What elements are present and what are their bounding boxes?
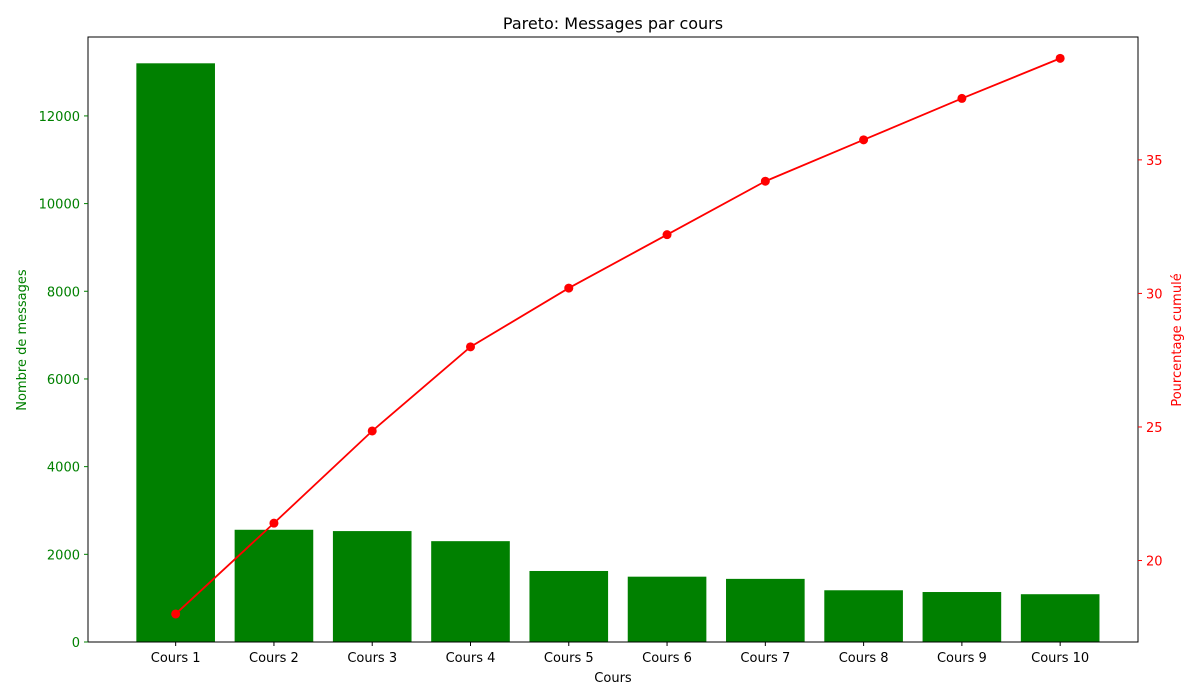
y-tick-label: 10000	[39, 198, 80, 213]
cumulative-point	[171, 609, 181, 619]
x-tick-label: Cours 3	[347, 651, 397, 666]
x-tick-label: Cours 5	[544, 651, 594, 666]
y-axis-title: Nombre de messages	[15, 269, 30, 411]
bar	[1020, 594, 1100, 642]
cumulative-point	[367, 426, 377, 436]
x-tick-label: Cours 10	[1031, 651, 1089, 666]
cumulative-point	[269, 518, 279, 528]
x-tick-label: Cours 6	[642, 651, 692, 666]
x-tick-label: Cours 9	[937, 651, 987, 666]
x-tick-label: Cours 8	[839, 651, 889, 666]
cumulative-line-layer	[171, 53, 1065, 619]
cumulative-point	[465, 342, 475, 352]
x-axis-title: Cours	[594, 671, 632, 686]
axes-layer: Cours 1 Cours 2 Cours 3 Cours 4 Cours 5 Cours…	[39, 36, 1163, 666]
cumulative-point	[859, 135, 869, 145]
x-tick-label: Cours 7	[740, 651, 790, 666]
y-tick-label: 6000	[47, 373, 80, 388]
y-tick-label: 2000	[47, 548, 80, 563]
cumulative-point	[1055, 53, 1065, 63]
chart-title: Pareto: Messages par cours	[503, 14, 723, 33]
cumulative-line	[175, 57, 1061, 615]
y2-tick-label: 20	[1146, 555, 1163, 570]
y2-tick-label: 35	[1146, 154, 1163, 169]
y-tick-label: 12000	[39, 110, 80, 125]
plot-frame	[87, 36, 1139, 643]
x-tick-label: Cours 1	[151, 651, 201, 666]
bar	[627, 576, 707, 642]
y-tick-label: 8000	[47, 285, 80, 300]
bar	[332, 531, 412, 642]
bar	[234, 529, 314, 642]
bar	[922, 592, 1002, 642]
y-tick-label: 4000	[47, 461, 80, 476]
bar	[136, 63, 215, 643]
cumulative-point	[760, 176, 770, 186]
bar	[431, 541, 510, 642]
cumulative-point	[564, 283, 574, 293]
x-tick-label: Cours 2	[249, 651, 299, 666]
bar	[824, 590, 903, 642]
y2-tick-label: 25	[1146, 421, 1163, 436]
cumulative-point	[957, 93, 967, 103]
y2-axis-title: Pourcentage cumulé	[1170, 273, 1185, 406]
cumulative-point	[662, 230, 672, 240]
x-tick-label: Cours 4	[446, 651, 496, 666]
bar	[529, 570, 609, 642]
y2-tick-label: 30	[1146, 287, 1163, 302]
y-tick-label: 0	[72, 636, 80, 651]
bar	[726, 578, 805, 642]
bars-layer	[136, 63, 1100, 643]
